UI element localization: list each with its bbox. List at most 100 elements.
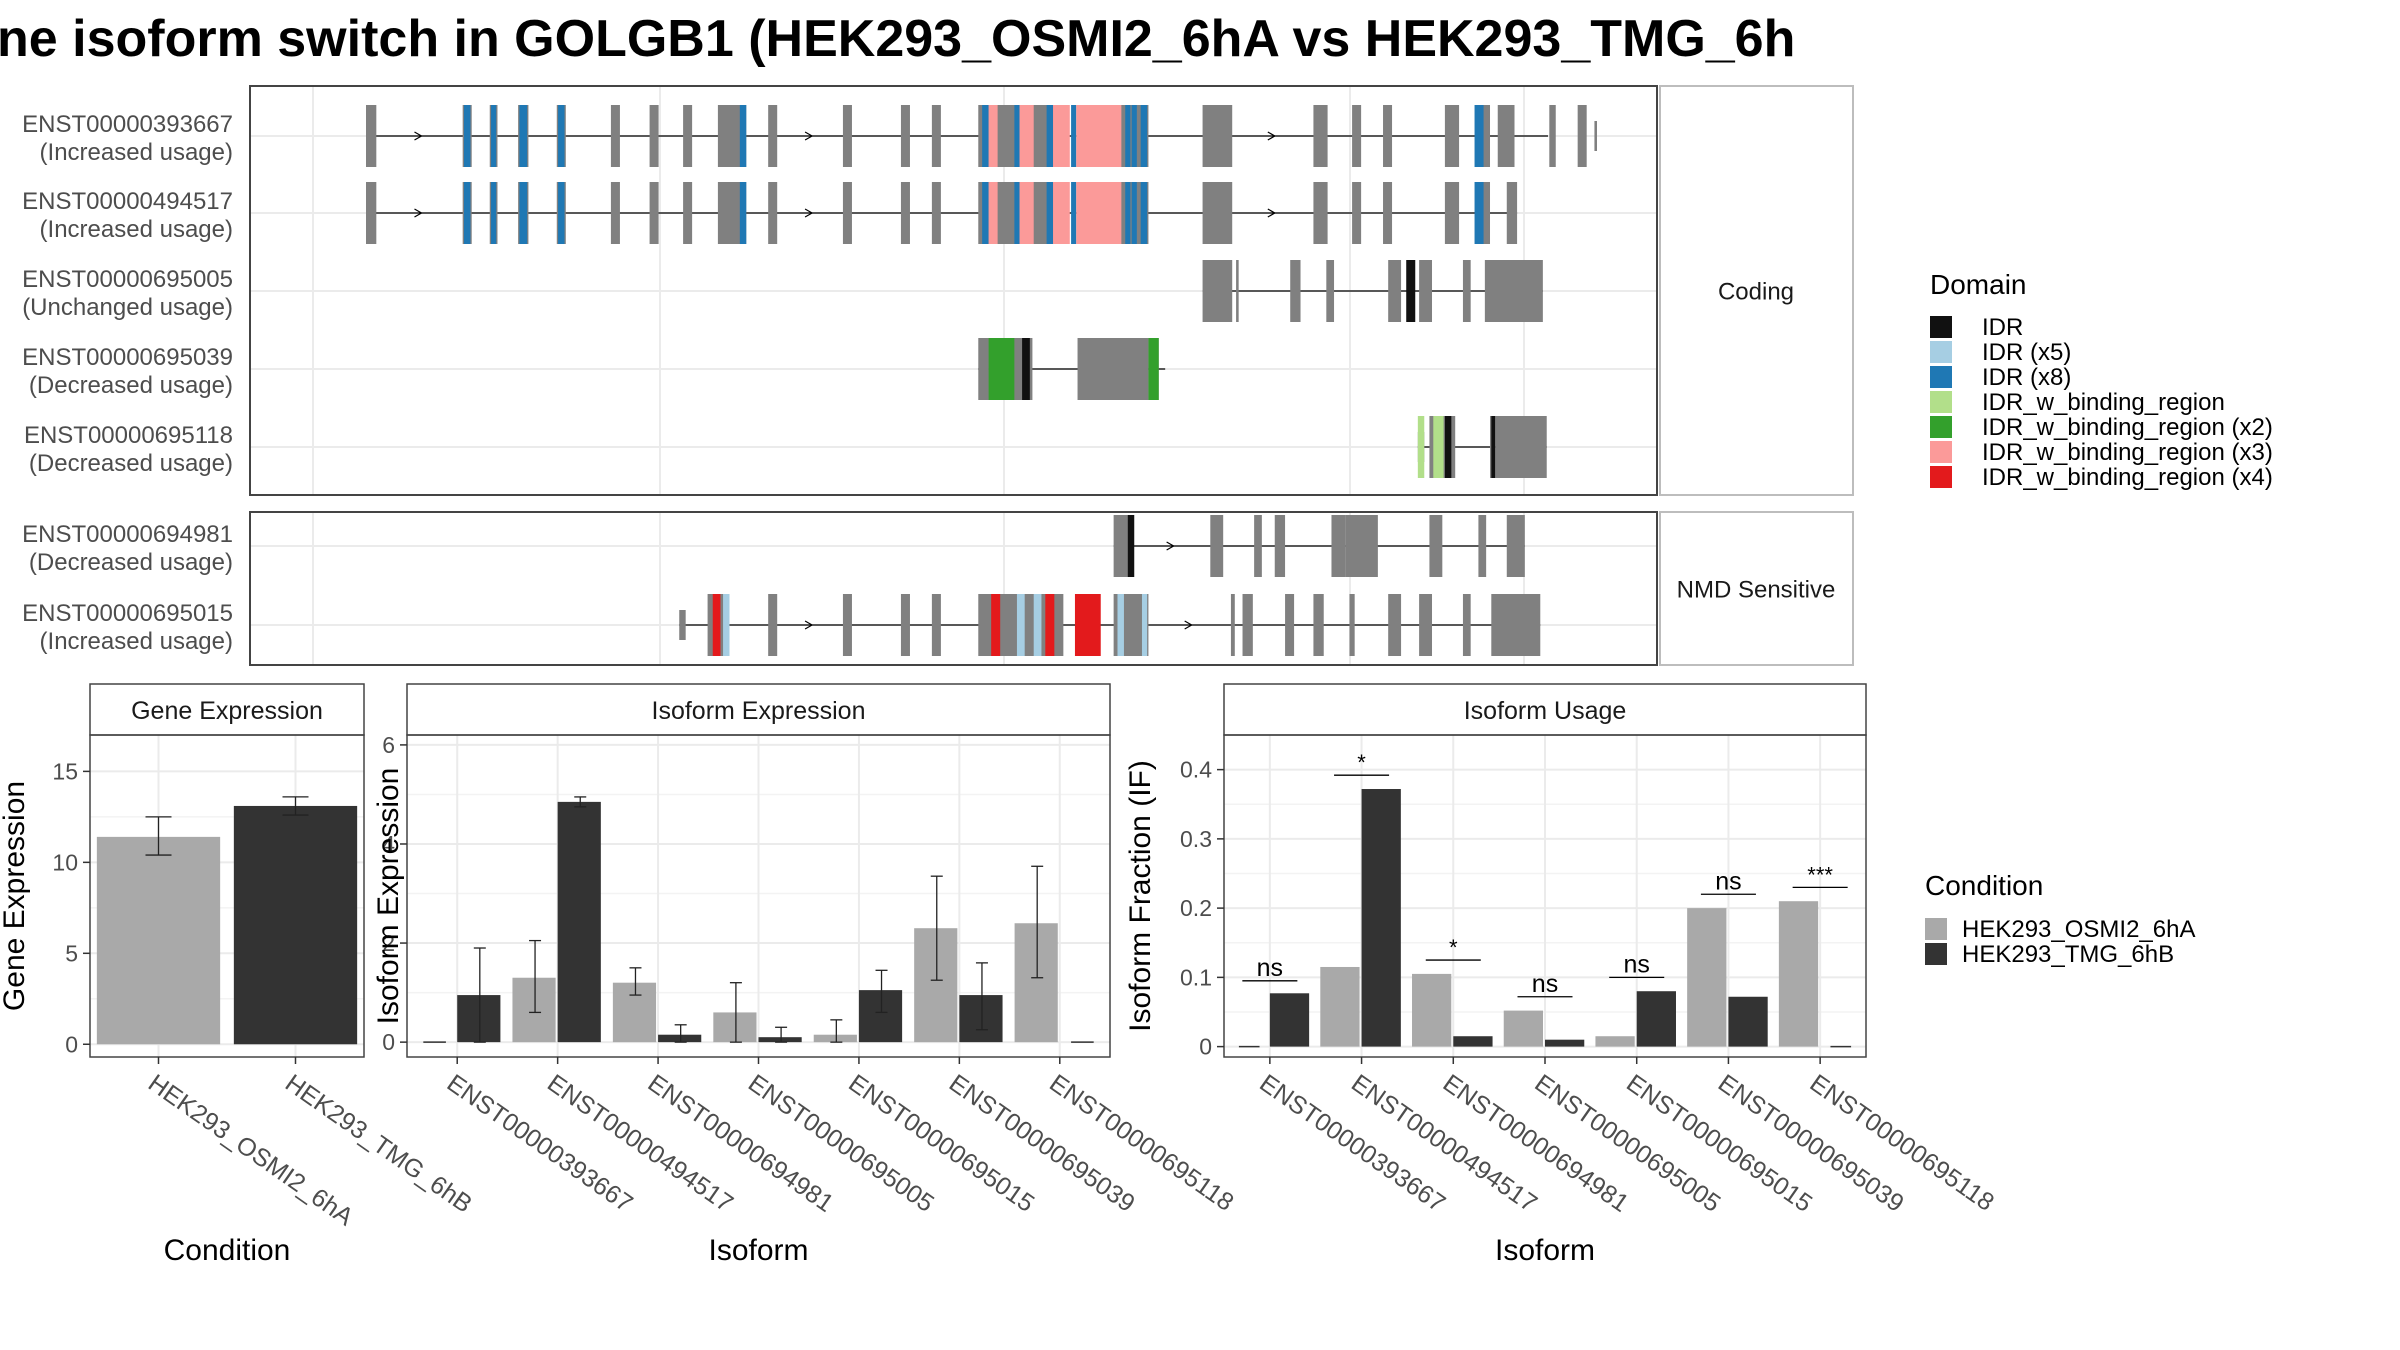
domain-segment — [988, 338, 1015, 400]
transcript-usage-label: (Decreased usage) — [29, 372, 233, 399]
exon-block — [842, 105, 852, 167]
exon-block — [1077, 338, 1149, 400]
exon-block — [1480, 182, 1491, 244]
exon-block — [1285, 594, 1295, 656]
exon-block — [679, 610, 686, 640]
domain-segment — [1014, 105, 1021, 167]
domain-segment — [558, 105, 565, 167]
domain-segment — [1444, 416, 1452, 478]
exon-block — [683, 105, 693, 167]
domain-segment — [1417, 416, 1425, 478]
domain-segment — [1022, 338, 1030, 400]
bar — [96, 836, 221, 1045]
domain-segment — [1474, 105, 1484, 167]
facet-strip — [406, 683, 1111, 736]
bar — [1687, 908, 1727, 1047]
exon-block — [610, 105, 620, 167]
y-tick-label: 0.3 — [1180, 826, 1212, 852]
exon-block — [1326, 260, 1335, 322]
domain-segment — [491, 182, 497, 244]
exon-block — [1480, 105, 1491, 167]
domain-segment — [1053, 182, 1070, 244]
bar — [1014, 923, 1058, 1043]
exon-block — [842, 594, 852, 656]
direction-arrow — [414, 208, 423, 218]
domain-segment — [1016, 594, 1025, 656]
bar — [1320, 966, 1360, 1047]
domain-legend-label: IDR (x5) — [1982, 339, 2071, 366]
domain-segment — [1131, 105, 1137, 167]
transcript-id-label: ENST00000694981 — [22, 521, 233, 548]
y-tick-label: 0 — [65, 1031, 78, 1057]
exon-block — [649, 182, 659, 244]
y-tick-label: 5 — [65, 940, 78, 966]
y-tick-label: 2 — [382, 930, 395, 956]
transcript-id-label: ENST00000695039 — [22, 344, 233, 371]
bar — [713, 1012, 757, 1043]
domain-segment — [1125, 105, 1131, 167]
exon-block — [1274, 515, 1286, 577]
bar — [1545, 1039, 1585, 1047]
exon-block — [931, 105, 941, 167]
y-tick-label: 0.2 — [1180, 895, 1212, 921]
bar — [1412, 973, 1452, 1047]
domain-legend-label: IDR_w_binding_region (x3) — [1982, 439, 2273, 466]
bar — [959, 995, 1003, 1043]
exon-block — [978, 338, 989, 400]
domain-legend-title: Domain — [1930, 269, 2026, 300]
exon-block — [768, 105, 778, 167]
transcript-id-label: ENST00000695005 — [22, 266, 233, 293]
exon-block — [900, 105, 910, 167]
transcript-id-label: ENST00000494517 — [22, 188, 233, 215]
domain-legend-label: IDR_w_binding_region — [1982, 389, 2225, 416]
x-tick-label: ENST00000694981 — [643, 1069, 839, 1218]
facet-strip-label: Gene Expression — [131, 697, 323, 725]
bar — [1636, 991, 1676, 1047]
y-tick-label: 6 — [382, 732, 395, 758]
exon-block — [1383, 105, 1393, 167]
exon-block — [1549, 105, 1556, 167]
bar — [557, 801, 601, 1043]
bar — [1595, 1036, 1635, 1047]
y-axis-title: Isoform Expression — [372, 768, 405, 1025]
x-axis-title: Isoform — [708, 1234, 808, 1267]
domain-segment — [463, 182, 471, 244]
domain-legend-key — [1930, 441, 1952, 463]
exon-block — [1202, 182, 1233, 244]
domain-segment — [1019, 182, 1034, 244]
significance-label: ns — [1532, 970, 1558, 998]
direction-arrow — [1267, 131, 1277, 141]
exon-block — [1383, 182, 1393, 244]
exon-block — [1444, 105, 1460, 167]
exon-block — [1506, 515, 1525, 577]
x-tick-label: ENST00000494517 — [542, 1069, 738, 1218]
exon-block — [1419, 260, 1433, 322]
bar — [1453, 1036, 1493, 1047]
domain-segment — [1045, 594, 1055, 656]
x-tick-label: ENST00000695015 — [843, 1069, 1039, 1218]
exon-block — [1313, 182, 1328, 244]
exon-block — [842, 182, 852, 244]
exon-block — [683, 182, 693, 244]
transcript-id-label: ENST00000695015 — [22, 600, 233, 627]
domain-segment — [1140, 105, 1148, 167]
domain-segment — [1141, 594, 1148, 656]
domain-segment — [712, 594, 721, 656]
exon-block — [931, 182, 941, 244]
domain-segment — [1019, 105, 1034, 167]
condition-legend-key — [1925, 918, 1947, 940]
y-axis-title: Isoform Fraction (IF) — [1124, 760, 1157, 1032]
exon-block — [1388, 260, 1402, 322]
x-tick-label: ENST00000695039 — [944, 1069, 1140, 1218]
exon-block — [1202, 260, 1233, 322]
y-tick-label: 0 — [382, 1029, 395, 1055]
exon-block — [1594, 121, 1597, 151]
group-strip — [1659, 511, 1854, 666]
domain-segment — [991, 594, 1001, 656]
domain-segment — [1125, 182, 1131, 244]
domain-legend-label: IDR — [1982, 314, 2023, 341]
bar — [1269, 993, 1310, 1047]
exon-block — [649, 105, 659, 167]
